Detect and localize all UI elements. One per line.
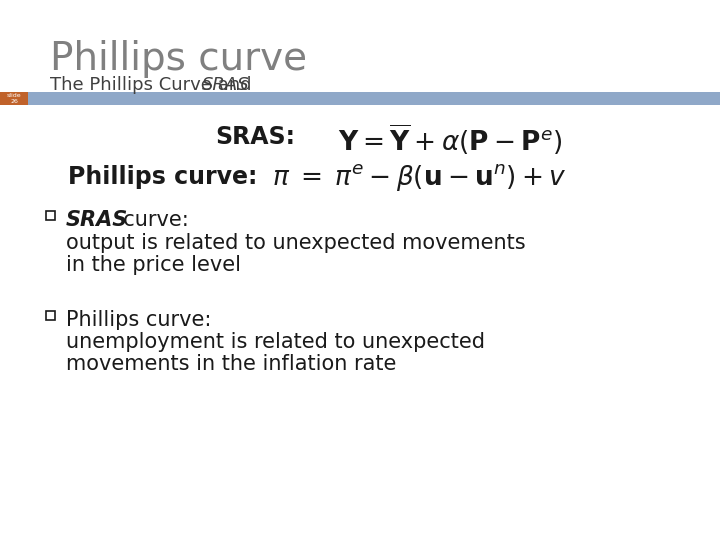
Text: Phillips curve:: Phillips curve: <box>66 310 212 330</box>
Text: movements in the inflation rate: movements in the inflation rate <box>66 354 397 374</box>
Text: SRAS:: SRAS: <box>215 125 295 149</box>
Text: output is related to unexpected movements: output is related to unexpected movement… <box>66 233 526 253</box>
Text: The Phillips Curve and: The Phillips Curve and <box>50 76 257 94</box>
Bar <box>0 92 28 105</box>
Text: SRAS: SRAS <box>202 76 250 94</box>
Text: $\mathbf{Y} = \overline{\mathbf{Y}} + \alpha(\mathbf{P} - \mathbf{P}^e)$: $\mathbf{Y} = \overline{\mathbf{Y}} + \a… <box>338 122 562 157</box>
Bar <box>46 311 55 320</box>
Bar <box>0 92 720 105</box>
Text: unemployment is related to unexpected: unemployment is related to unexpected <box>66 332 485 352</box>
Text: slide
26: slide 26 <box>6 93 22 104</box>
Text: Phillips curve:: Phillips curve: <box>68 165 257 189</box>
Bar <box>46 211 55 220</box>
Text: SRAS: SRAS <box>66 210 128 230</box>
Text: $\pi \;=\; \pi^e - \beta(\mathbf{u} - \mathbf{u}^n) + v$: $\pi \;=\; \pi^e - \beta(\mathbf{u} - \m… <box>272 162 567 193</box>
Text: Phillips curve: Phillips curve <box>50 40 307 78</box>
Text: in the price level: in the price level <box>66 255 241 275</box>
Text: curve:: curve: <box>110 210 189 230</box>
